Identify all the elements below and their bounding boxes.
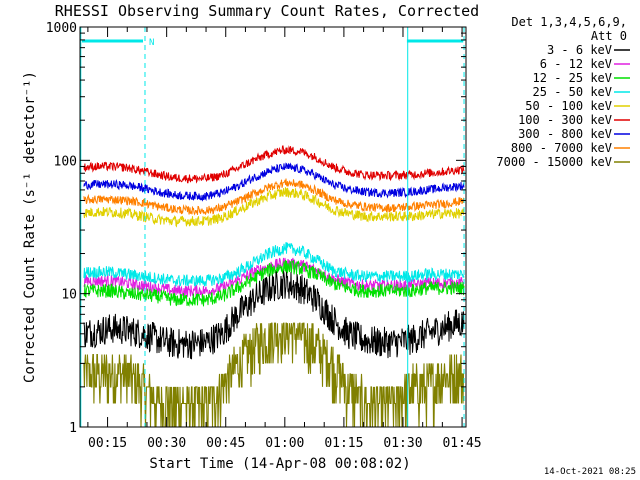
series-line-100-300-kev [83, 145, 465, 184]
x-tick-label: 01:15 [324, 436, 363, 451]
legend-label-6-12-kev: 6 - 12 keV [540, 57, 612, 71]
series-line-12-25-kev [83, 259, 465, 307]
series-line-300-800-kev [83, 162, 465, 202]
legend-label-300-800-kev: 300 - 800 keV [518, 127, 612, 141]
x-axis: 00:15 00:30 00:45 01:00 01:15 01:30 01:45 [87, 27, 482, 451]
x-axis-label: Start Time (14-Apr-08 00:08:02) [149, 456, 410, 472]
legend-label-3-6-kev: 3 - 6 keV [547, 43, 612, 57]
legend-label-25-50-kev: 25 - 50 keV [533, 85, 612, 99]
y-tick-label: 1000 [46, 21, 77, 36]
series-line-7000-15000-kev [83, 322, 465, 428]
y-tick-label: 100 [54, 154, 77, 169]
series-group [83, 145, 465, 428]
legend-header-attenuator: Att 0 [591, 29, 627, 43]
y-tick-label: 1 [69, 421, 77, 436]
legend-label-50-100-kev: 50 - 100 keV [525, 99, 612, 113]
x-tick-label: 00:15 [88, 436, 127, 451]
night-marker-label: N [149, 38, 154, 48]
plot-area: N [79, 26, 467, 428]
x-tick-label: 01:45 [442, 436, 481, 451]
legend-label-100-300-kev: 100 - 300 keV [518, 113, 612, 127]
y-axis-label: Corrected Count Rate (s⁻¹ detector⁻¹) [22, 71, 38, 383]
footer-timestamp: 14-Oct-2021 08:25 [544, 467, 636, 477]
x-tick-label: 00:30 [147, 436, 186, 451]
legend-header-detectors: Det 1,3,4,5,6,9, [511, 15, 627, 29]
legend-label-7000-15000-kev: 7000 - 15000 keV [496, 155, 612, 169]
series-line-50-100-kev [83, 187, 465, 228]
x-tick-label: 00:45 [206, 436, 245, 451]
series-line-800-7000-kev [83, 178, 465, 216]
series-line-25-50-kev [83, 242, 465, 287]
series-line-3-6-kev [83, 269, 465, 360]
plot-frame [79, 26, 467, 428]
legend-label-12-25-kev: 12 - 25 keV [533, 71, 612, 85]
y-tick-label: 10 [61, 288, 77, 303]
y-axis: 1 10 100 1000 [46, 21, 466, 436]
x-tick-label: 01:00 [265, 436, 304, 451]
orbit-markers: N [80, 27, 465, 427]
legend-label-800-7000-kev: 800 - 7000 keV [511, 141, 612, 155]
chart-title: RHESSI Observing Summary Count Rates, Co… [55, 2, 479, 20]
x-tick-label: 01:30 [383, 436, 422, 451]
